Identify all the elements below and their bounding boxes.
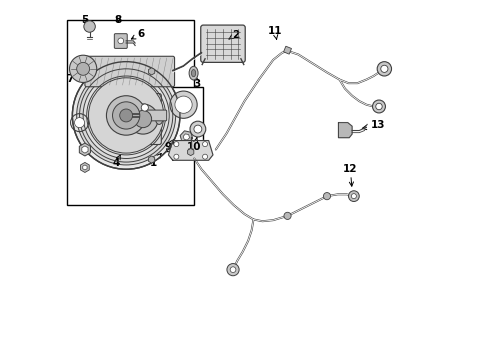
- Text: 6: 6: [131, 29, 144, 39]
- Circle shape: [174, 141, 179, 147]
- Circle shape: [83, 72, 169, 158]
- Circle shape: [230, 267, 235, 273]
- Text: 10: 10: [187, 138, 201, 152]
- Circle shape: [128, 104, 158, 134]
- Circle shape: [169, 91, 197, 118]
- Circle shape: [72, 62, 180, 169]
- Circle shape: [77, 62, 89, 75]
- Polygon shape: [338, 123, 351, 138]
- Text: 5: 5: [81, 15, 88, 26]
- Circle shape: [202, 141, 207, 147]
- Ellipse shape: [191, 69, 195, 77]
- Text: 2: 2: [228, 30, 239, 40]
- Circle shape: [351, 194, 356, 199]
- Text: 9: 9: [164, 139, 174, 152]
- Circle shape: [141, 104, 148, 111]
- Circle shape: [375, 103, 382, 110]
- Circle shape: [118, 38, 123, 44]
- Polygon shape: [168, 140, 212, 160]
- Circle shape: [348, 191, 359, 202]
- Circle shape: [77, 66, 175, 165]
- Bar: [67, 21, 194, 205]
- Circle shape: [175, 96, 192, 113]
- Circle shape: [74, 118, 84, 128]
- Text: 3: 3: [193, 76, 201, 89]
- Circle shape: [202, 154, 207, 159]
- FancyBboxPatch shape: [85, 56, 174, 87]
- Circle shape: [194, 125, 202, 133]
- FancyBboxPatch shape: [144, 110, 166, 121]
- Circle shape: [174, 154, 179, 159]
- Ellipse shape: [189, 66, 198, 80]
- Circle shape: [190, 121, 205, 137]
- Circle shape: [372, 100, 385, 113]
- Text: 4: 4: [112, 155, 120, 168]
- Circle shape: [69, 55, 97, 82]
- FancyBboxPatch shape: [114, 34, 127, 48]
- Circle shape: [380, 65, 387, 72]
- Text: 8: 8: [114, 15, 122, 26]
- Text: 1: 1: [149, 153, 161, 168]
- Text: 12: 12: [343, 163, 357, 186]
- Text: 7: 7: [66, 73, 77, 84]
- Circle shape: [376, 62, 391, 76]
- Circle shape: [226, 264, 239, 276]
- FancyBboxPatch shape: [201, 25, 244, 62]
- Circle shape: [284, 212, 290, 220]
- Circle shape: [120, 109, 132, 122]
- Circle shape: [83, 21, 95, 32]
- Text: 11: 11: [267, 26, 282, 39]
- Bar: [121, 87, 203, 151]
- FancyBboxPatch shape: [124, 94, 161, 144]
- Text: 13: 13: [362, 121, 385, 130]
- Circle shape: [134, 111, 151, 128]
- Circle shape: [106, 96, 145, 135]
- Ellipse shape: [155, 114, 163, 125]
- Circle shape: [323, 193, 330, 200]
- Circle shape: [112, 102, 140, 129]
- Circle shape: [88, 78, 163, 153]
